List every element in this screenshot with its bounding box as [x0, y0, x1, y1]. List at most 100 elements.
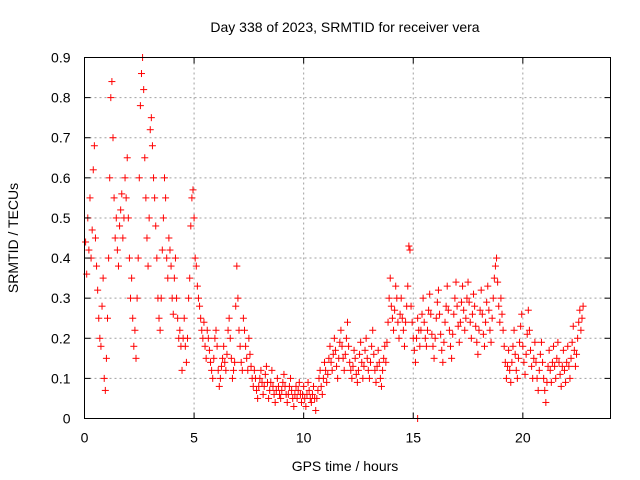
data-point	[413, 334, 421, 342]
data-point	[475, 326, 483, 334]
data-point	[340, 366, 348, 374]
data-point	[297, 398, 305, 406]
data-point	[219, 354, 227, 362]
data-point	[226, 334, 234, 342]
data-point	[356, 350, 364, 358]
data-point	[546, 366, 554, 374]
data-point	[524, 306, 532, 314]
data-point	[441, 318, 449, 326]
data-point	[85, 246, 93, 254]
data-point	[514, 354, 522, 362]
data-point	[419, 294, 427, 302]
data-point	[497, 294, 505, 302]
data-point	[374, 346, 382, 354]
data-point	[418, 310, 426, 318]
data-point	[181, 342, 189, 350]
data-point	[190, 214, 198, 222]
data-point	[517, 322, 525, 330]
data-point	[352, 370, 360, 378]
data-point	[523, 330, 531, 338]
data-point	[156, 326, 164, 334]
data-point	[438, 346, 446, 354]
y-tick-label: 0.9	[51, 50, 71, 66]
data-point	[457, 298, 465, 306]
data-point	[225, 314, 233, 322]
data-point	[254, 394, 262, 402]
data-point	[545, 346, 553, 354]
data-point	[467, 334, 475, 342]
data-point	[460, 306, 468, 314]
data-point	[577, 326, 585, 334]
data-point	[163, 254, 171, 262]
data-point	[239, 314, 247, 322]
data-point	[411, 358, 419, 366]
data-point	[391, 306, 399, 314]
data-point	[135, 174, 143, 182]
data-point	[125, 254, 133, 262]
data-point	[327, 358, 335, 366]
data-point	[404, 282, 412, 290]
data-point	[533, 374, 541, 382]
data-point	[474, 350, 482, 358]
data-point	[349, 362, 357, 370]
data-point	[314, 386, 322, 394]
data-point	[431, 334, 439, 342]
data-point	[325, 354, 333, 362]
data-point	[422, 342, 430, 350]
data-point	[408, 318, 416, 326]
data-point	[338, 342, 346, 350]
data-point	[302, 402, 310, 410]
data-point	[333, 362, 341, 370]
data-point	[354, 366, 362, 374]
y-tick-label: 0.7	[51, 130, 71, 146]
data-point	[547, 378, 555, 386]
data-point	[501, 358, 509, 366]
data-point	[571, 362, 579, 370]
data-point	[369, 326, 377, 334]
data-point	[232, 302, 240, 310]
data-point	[186, 274, 194, 282]
data-point	[137, 70, 145, 78]
data-point	[554, 338, 562, 346]
data-points	[82, 54, 587, 422]
data-point	[247, 362, 255, 370]
data-point	[541, 386, 549, 394]
data-point	[111, 234, 119, 242]
data-point	[94, 286, 102, 294]
data-point	[456, 318, 464, 326]
data-point	[558, 362, 566, 370]
data-point	[244, 366, 252, 374]
data-point	[503, 362, 511, 370]
data-point	[527, 346, 535, 354]
data-point	[550, 342, 558, 350]
data-point	[128, 274, 136, 282]
data-point	[560, 366, 568, 374]
data-point	[259, 390, 267, 398]
data-point	[511, 350, 519, 358]
data-point	[451, 294, 459, 302]
data-point	[242, 342, 250, 350]
data-point	[502, 374, 510, 382]
data-point	[513, 374, 521, 382]
data-point	[304, 378, 312, 386]
data-point	[565, 362, 573, 370]
data-point	[293, 394, 301, 402]
data-point	[123, 154, 131, 162]
data-point	[214, 366, 222, 374]
data-point	[399, 326, 407, 334]
data-point	[390, 326, 398, 334]
data-point	[465, 298, 473, 306]
data-point	[505, 346, 513, 354]
data-point	[432, 314, 440, 322]
data-point	[423, 326, 431, 334]
data-point	[383, 338, 391, 346]
data-point	[570, 346, 578, 354]
data-point	[494, 278, 502, 286]
data-point	[464, 278, 472, 286]
data-point	[112, 214, 120, 222]
data-point	[484, 282, 492, 290]
data-point	[483, 298, 491, 306]
data-point	[442, 302, 450, 310]
data-point	[221, 358, 229, 366]
data-point	[439, 358, 447, 366]
